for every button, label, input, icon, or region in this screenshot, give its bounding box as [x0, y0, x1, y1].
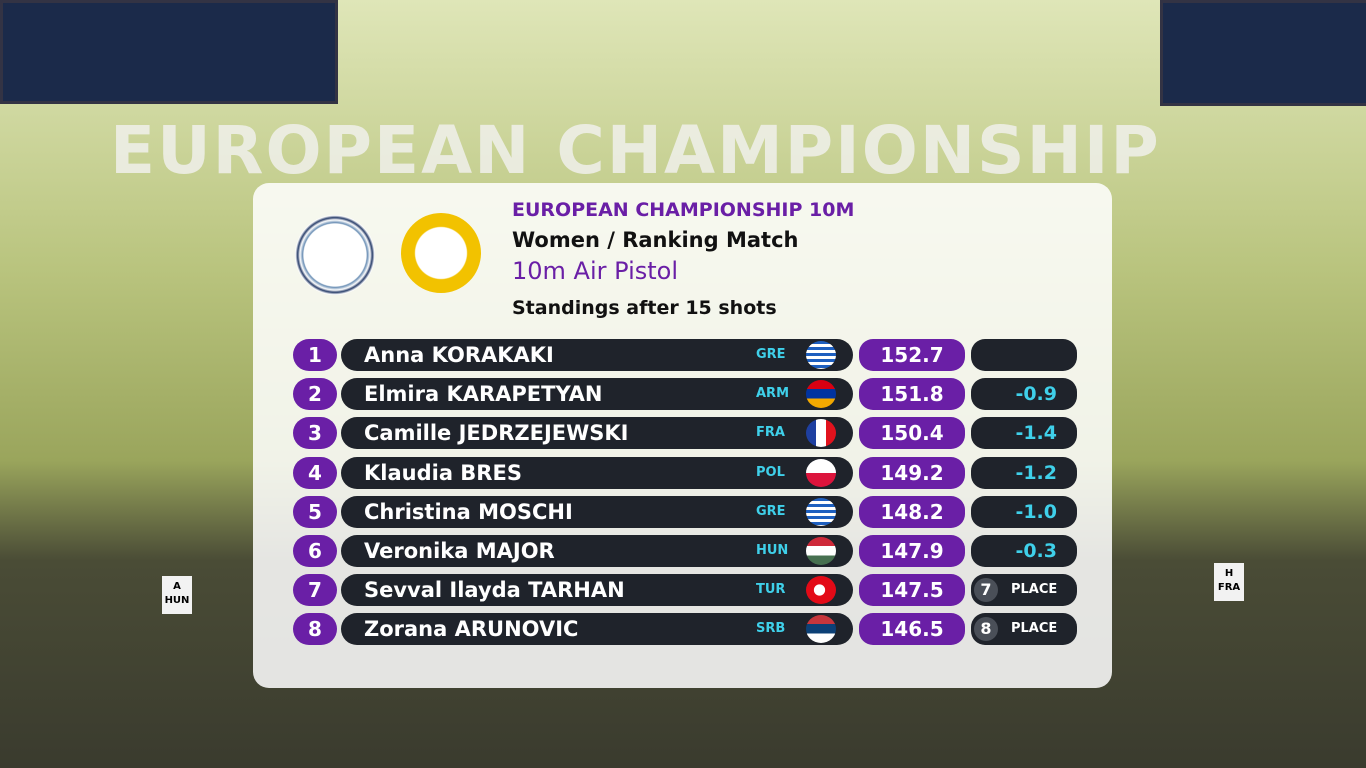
athlete-name: Elmira KARAPETYAN — [364, 382, 603, 407]
name-bar — [341, 378, 853, 411]
country-code: TUR — [756, 582, 786, 598]
country-code: FRA — [756, 425, 785, 441]
gap: -1.4 — [1015, 422, 1057, 445]
flag — [806, 380, 836, 409]
flag — [806, 615, 836, 644]
country-code: POL — [756, 464, 785, 480]
score: 151.8 — [859, 378, 965, 411]
lane-sign: A HUN — [162, 576, 192, 614]
rank: 2 — [293, 378, 337, 411]
lane-country: HUN — [164, 595, 190, 606]
name-bar — [341, 456, 853, 489]
score-screen — [0, 0, 338, 104]
match-title: Women / Ranking Match — [512, 228, 799, 252]
score: 148.2 — [859, 495, 965, 528]
discipline: 10m Air Pistol — [512, 257, 679, 285]
status: Standings after 15 shots — [512, 297, 777, 319]
rank: 5 — [293, 495, 337, 528]
gap: -1.2 — [1015, 461, 1057, 484]
gap-box: -1.2 — [971, 456, 1077, 489]
event-title: EUROPEAN CHAMPIONSHIP 10M — [512, 199, 855, 221]
score: 149.2 — [859, 456, 965, 489]
athlete-name: Camille JEDRZEJEWSKI — [364, 421, 629, 446]
score: 150.4 — [859, 417, 965, 450]
athlete-name: Sevval Ilayda TARHAN — [364, 578, 625, 603]
gap-box — [971, 339, 1077, 371]
name-bar — [341, 613, 853, 646]
flag — [806, 341, 836, 369]
rank: 4 — [293, 456, 337, 489]
name-bar — [341, 574, 853, 607]
banner: EUROPEAN CHAMPIONSHIP — [110, 112, 1161, 189]
place-number: 7 — [974, 578, 998, 603]
place-label: PLACE — [1011, 621, 1058, 637]
score: 152.7 — [859, 339, 965, 371]
gap-box: 8 PLACE — [971, 613, 1077, 646]
rank: 1 — [293, 339, 337, 371]
country-code: GRE — [756, 503, 786, 519]
gap-box: -1.4 — [971, 417, 1077, 450]
gap-box: 7 PLACE — [971, 574, 1077, 607]
score: 147.5 — [859, 574, 965, 607]
flag — [806, 537, 836, 565]
gap-box: -0.3 — [971, 535, 1077, 567]
athlete-name: Anna KORAKAKI — [364, 343, 554, 367]
athlete-name: Christina MOSCHI — [364, 499, 573, 524]
rank: 8 — [293, 613, 337, 646]
score: 147.9 — [859, 535, 965, 567]
lane-country: FRA — [1217, 582, 1241, 593]
rank: 3 — [293, 417, 337, 450]
name-bar — [341, 495, 853, 528]
gap: -0.3 — [1015, 540, 1057, 562]
name-bar — [341, 417, 853, 450]
flag — [806, 576, 836, 605]
country-code: SRB — [756, 621, 786, 637]
lane-sign: H FRA — [1214, 563, 1244, 601]
lane-letter: A — [173, 581, 181, 592]
lane-letter: H — [1224, 568, 1234, 579]
flag — [806, 419, 836, 448]
flag — [806, 458, 836, 487]
athlete-name: Zorana ARUNOVIC — [364, 617, 579, 642]
name-bar — [341, 339, 853, 371]
gap-box: -1.0 — [971, 495, 1077, 528]
place-label: PLACE — [1011, 582, 1058, 598]
flag — [806, 497, 836, 526]
rank: 7 — [293, 574, 337, 607]
logo — [295, 215, 375, 295]
gap-box: -0.9 — [971, 378, 1077, 411]
gap: -0.9 — [1015, 383, 1057, 406]
name-bar — [341, 535, 853, 567]
athlete-name: Klaudia BRES — [364, 460, 522, 485]
rank: 6 — [293, 535, 337, 567]
score-screen — [1160, 0, 1366, 106]
score: 146.5 — [859, 613, 965, 646]
place-number: 8 — [974, 617, 998, 642]
country-code: ARM — [756, 386, 790, 402]
logo — [401, 213, 481, 293]
country-code: HUN — [756, 543, 789, 558]
country-code: GRE — [756, 347, 786, 362]
athlete-name: Veronika MAJOR — [364, 539, 555, 563]
gap: -1.0 — [1015, 500, 1057, 523]
